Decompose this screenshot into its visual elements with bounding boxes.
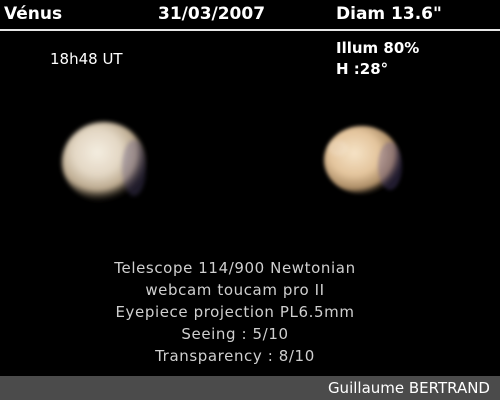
caption-telescope: Telescope 114/900 Newtonian xyxy=(114,259,356,277)
venus-image-right xyxy=(324,126,402,194)
caption-camera: webcam toucam pro II xyxy=(145,281,325,299)
observation-time: 18h48 UT xyxy=(50,50,123,68)
caption-eyepiece: Eyepiece projection PL6.5mm xyxy=(115,303,355,321)
illumination-value: Illum 80% xyxy=(336,39,420,57)
caption-seeing: Seeing : 5/10 xyxy=(181,325,289,343)
object-name: Vénus xyxy=(4,4,63,24)
header-bar: Vénus 31/03/2007 Diam 13.6" xyxy=(0,0,500,31)
caption-transparency: Transparency : 8/10 xyxy=(155,347,315,365)
header-divider xyxy=(0,29,500,31)
observation-date: 31/03/2007 xyxy=(158,4,266,24)
footer-bar: Guillaume BERTRAND xyxy=(0,376,500,400)
apparent-diameter: Diam 13.6" xyxy=(336,4,442,24)
altitude-value: H :28° xyxy=(336,60,389,78)
author-name: Guillaume BERTRAND xyxy=(327,379,490,397)
venus-image-left xyxy=(62,122,146,202)
